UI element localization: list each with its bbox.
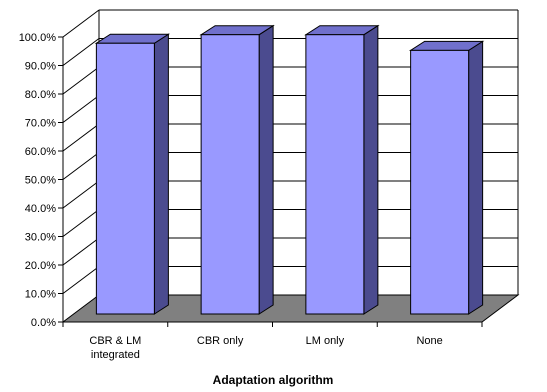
gridline-diagonal <box>62 66 100 95</box>
chart-axes <box>58 36 483 327</box>
y-tick-label: 50.0% <box>25 175 56 187</box>
y-tick-label: 80.0% <box>25 89 56 101</box>
gridline-diagonal <box>62 9 100 38</box>
x-category-labels: CBR & LM integrated CBR only LM only None <box>89 335 442 361</box>
y-tick-label: 60.0% <box>25 146 56 158</box>
bar-side <box>153 33 169 315</box>
y-tick-label: 70.0% <box>25 118 56 130</box>
gridline-diagonal <box>62 237 100 266</box>
gridline-diagonal <box>62 266 100 294</box>
gridline-diagonal <box>62 38 100 66</box>
gridline-diagonal <box>62 123 100 152</box>
bar <box>200 34 260 315</box>
y-tick-labels: 0.0% 10.0% 20.0% 30.0% 40.0% 50.0% 60.0% 70.0% 8… <box>19 32 57 329</box>
gridline-diagonal <box>62 180 100 209</box>
chart-bars <box>94 24 485 315</box>
x-category-label-line: None <box>416 335 442 347</box>
x-category-label-line: integrated <box>91 349 140 361</box>
bar-side <box>363 24 379 315</box>
x-category-label: LM only <box>306 335 345 347</box>
bar <box>410 49 470 315</box>
y-tick-label: 100.0% <box>19 32 57 44</box>
x-category-label: CBR & LM integrated <box>89 335 141 361</box>
y-tick-label: 0.0% <box>31 317 56 329</box>
x-category-label-line: LM only <box>306 335 345 347</box>
y-tick-label: 90.0% <box>25 61 56 73</box>
bar-side <box>258 24 274 315</box>
x-category-label-line: CBR only <box>197 335 244 347</box>
x-axis-title: Adaptation algorithm <box>213 373 334 387</box>
x-category-label: None <box>416 335 442 347</box>
x-category-label-line: CBR & LM <box>89 335 141 347</box>
gridline-diagonal <box>62 152 100 180</box>
y-tick-label: 30.0% <box>25 232 56 244</box>
gridline-diagonal <box>62 95 100 123</box>
gridline-diagonal <box>62 209 100 237</box>
y-tick-label: 40.0% <box>25 203 56 215</box>
y-tick-label: 20.0% <box>25 260 56 272</box>
bar-side <box>468 40 484 315</box>
y-tick-label: 10.0% <box>25 289 56 301</box>
x-category-label: CBR only <box>197 335 244 347</box>
bar <box>305 34 365 315</box>
bar <box>95 42 155 315</box>
